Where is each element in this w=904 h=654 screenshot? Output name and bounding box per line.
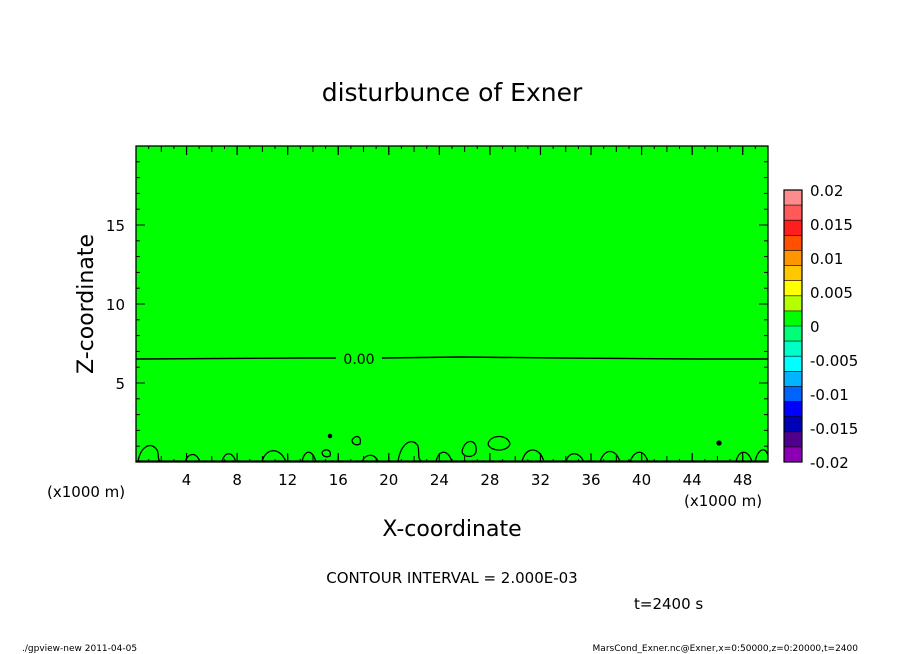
footer-right: MarsCond_Exner.nc@Exner,x=0:50000,z=0:20… bbox=[593, 644, 859, 654]
x-tick-label: 44 bbox=[683, 471, 702, 489]
colorbar-swatch bbox=[784, 371, 802, 387]
x-tick-label: 8 bbox=[232, 471, 242, 489]
x-axis-ticks: 4 8 12 16 20 24 28 32 36 40 44 48 bbox=[148, 146, 756, 489]
time-text: t=2400 s bbox=[634, 595, 703, 613]
colorbar-swatch bbox=[784, 235, 802, 251]
colorbar-tick-label: 0.01 bbox=[810, 250, 843, 268]
plot-field bbox=[136, 146, 768, 462]
x-tick-label: 28 bbox=[480, 471, 499, 489]
colorbar-frame bbox=[783, 189, 803, 463]
y-tick-label: 15 bbox=[106, 217, 125, 235]
y-axis-label: Z-coordinate bbox=[74, 234, 99, 374]
colorbar-swatch bbox=[784, 446, 802, 463]
chart-title: disturbunce of Exner bbox=[322, 78, 583, 107]
x-tick-label: 12 bbox=[278, 471, 297, 489]
colorbar-swatch bbox=[784, 386, 802, 402]
colorbar-tick-label: -0.015 bbox=[810, 420, 858, 438]
colorbar-tick-label: 0 bbox=[810, 318, 820, 336]
x-tick-label: 16 bbox=[329, 471, 348, 489]
x-tick-label: 4 bbox=[182, 471, 192, 489]
colorbar-swatch bbox=[784, 250, 802, 266]
colorbar-tick-label: -0.02 bbox=[810, 454, 849, 472]
x-tick-label: 40 bbox=[632, 471, 651, 489]
colorbar-labels: 0.02 0.015 0.01 0.005 0 -0.005 -0.01 -0.015 -0.0… bbox=[810, 182, 858, 472]
colorbar-swatch bbox=[784, 401, 802, 417]
colorbar-tick-label: 0.015 bbox=[810, 216, 853, 234]
x-tick-label: 24 bbox=[430, 471, 449, 489]
colorbar bbox=[783, 189, 803, 463]
colorbar-swatch bbox=[784, 326, 802, 342]
contour-interval-text: CONTOUR INTERVAL = 2.000E-03 bbox=[326, 569, 577, 587]
colorbar-tick-label: -0.005 bbox=[810, 352, 858, 370]
x-tick-label: 48 bbox=[733, 471, 752, 489]
colorbar-tick-label: -0.01 bbox=[810, 386, 849, 404]
x-tick-label: 32 bbox=[531, 471, 550, 489]
colorbar-swatch bbox=[784, 205, 802, 221]
colorbar-swatch bbox=[784, 416, 802, 433]
y-axis-ticks: 5 10 15 bbox=[106, 161, 768, 447]
colorbar-swatch bbox=[784, 280, 802, 297]
x-axis-unit-right: (x1000 m) bbox=[684, 492, 762, 510]
colorbar-swatch bbox=[784, 265, 802, 281]
x-axis-unit-left: (x1000 m) bbox=[47, 483, 125, 501]
colorbar-swatch bbox=[784, 295, 802, 312]
x-tick-label: 20 bbox=[379, 471, 398, 489]
zero-contour-line bbox=[135, 356, 768, 360]
colorbar-swatch bbox=[784, 190, 802, 206]
x-axis-label: X-coordinate bbox=[382, 517, 521, 542]
colorbar-swatch bbox=[784, 341, 802, 357]
footer-left: ./gpview-new 2011-04-05 bbox=[22, 644, 137, 654]
colorbar-tick-label: 0.005 bbox=[810, 284, 853, 302]
zero-contour-label-bg bbox=[336, 350, 382, 366]
colorbar-swatch bbox=[784, 431, 802, 448]
zero-contour-label: 0.00 bbox=[343, 352, 374, 368]
y-tick-label: 10 bbox=[106, 296, 125, 314]
colorbar-swatch bbox=[784, 310, 802, 327]
x-tick-label: 36 bbox=[581, 471, 600, 489]
colorbar-tick-label: 0.02 bbox=[810, 182, 843, 200]
y-tick-label: 5 bbox=[115, 375, 125, 393]
colorbar-swatch bbox=[784, 356, 802, 372]
colorbar-swatch bbox=[784, 220, 802, 236]
